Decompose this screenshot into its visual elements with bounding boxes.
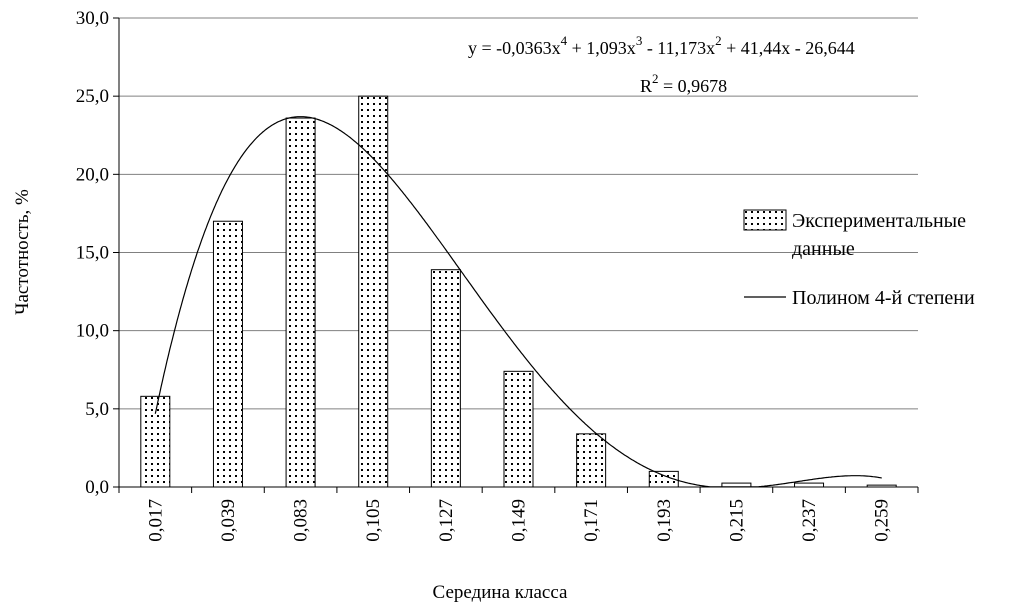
y-tick-label: 30,0 [76,8,109,29]
trendline-equation: y = -0,0363x4 + 1,093x3 - 11,173x2 + 41,… [468,33,855,58]
y-tick-label: 20,0 [76,164,109,185]
y-tick-label: 5,0 [85,399,109,420]
bar [503,370,534,488]
legend-swatch-bars [743,209,787,231]
tick-labels: 0,0 5,0 10,0 15,0 20,0 25,0 30,0 0,017 0,039 0,08… [76,8,893,542]
x-axis-title: Середина класса [433,582,568,603]
x-tick-label: 0,171 [581,499,602,542]
x-tick-label: 0,193 [654,499,675,542]
bars [140,95,897,488]
legend-label-trendline: Полином 4-й степени [792,287,975,309]
x-tick-label: 0,127 [436,499,457,542]
bar [794,482,825,488]
legend: Экспериментальные данные Полином 4-й степ… [743,209,975,309]
trendline-curve [154,116,882,488]
y-tick-label: 0,0 [85,477,109,498]
x-tick-label: 0,237 [799,499,820,542]
x-tick-label: 0,017 [145,499,166,542]
trendline-r-squared: R2 = 0,9678 [640,71,727,96]
x-tick-label: 0,083 [291,499,312,542]
x-tick-label: 0,259 [872,499,893,542]
trendline-layer [154,116,882,488]
gridlines [119,17,918,410]
bar [430,269,461,488]
y-tick-label: 15,0 [76,243,109,264]
bar [576,433,607,488]
bar [140,395,171,488]
x-tick-label: 0,039 [218,499,239,542]
bar [285,117,316,488]
x-tick-label: 0,215 [726,499,747,542]
bar [358,95,389,488]
y-tick-label: 10,0 [76,321,109,342]
x-tick-label: 0,105 [363,499,384,542]
axes [113,17,919,493]
y-tick-label: 25,0 [76,86,109,107]
bar [212,220,243,488]
x-tick-label: 0,149 [509,499,530,542]
y-axis-title: Частотность, % [12,189,33,315]
legend-label-bars: Экспериментальные данные [792,210,966,260]
